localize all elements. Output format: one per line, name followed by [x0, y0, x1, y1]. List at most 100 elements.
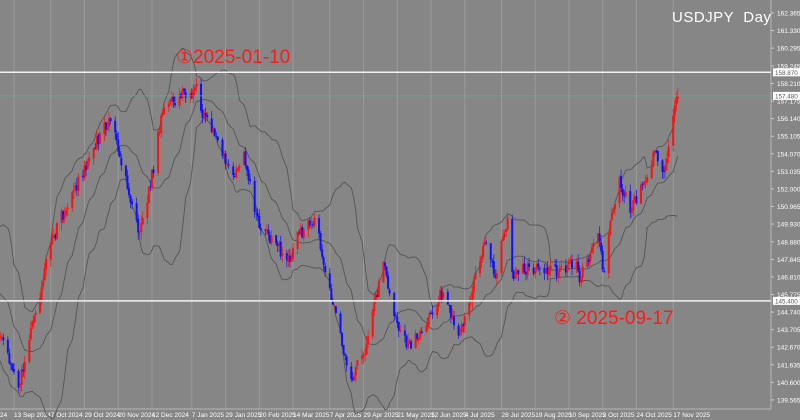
candle-body: [609, 221, 612, 235]
candle-body: [210, 118, 213, 133]
candle-down: [75, 177, 78, 197]
candle-body: [200, 84, 203, 111]
candle-up: [20, 365, 23, 392]
candle-up: [169, 98, 172, 106]
candle-body: [388, 289, 391, 294]
price-label-box: [773, 91, 800, 100]
candle-body: [169, 98, 172, 103]
candle-body: [394, 315, 397, 317]
candle-up: [607, 231, 610, 279]
candle-body: [672, 115, 675, 146]
candle-down: [623, 189, 626, 203]
candle-body: [292, 248, 295, 259]
candle-up: [436, 305, 439, 319]
candle-up: [86, 158, 89, 170]
candle-body: [353, 376, 356, 381]
candle-body: [414, 333, 417, 349]
candle-body: [23, 361, 26, 373]
candle-body: [517, 270, 520, 275]
candle-body: [393, 292, 396, 317]
candle-body: [173, 103, 176, 106]
candle-up: [28, 334, 31, 364]
candle-body: [656, 151, 659, 162]
candle-body: [281, 253, 284, 257]
candle-down: [2, 333, 5, 346]
candle-up: [439, 286, 442, 303]
y-tick-label: 143.705: [777, 327, 800, 334]
candle-body: [2, 337, 5, 341]
candle-body: [356, 360, 359, 366]
candle-body: [548, 270, 551, 275]
candle-up: [178, 87, 181, 109]
candle-body: [321, 249, 324, 257]
candle-down: [449, 304, 452, 324]
candle-up: [569, 255, 572, 266]
candle-body: [440, 290, 443, 300]
candle-body: [192, 89, 195, 98]
candle-body: [0, 336, 3, 338]
price-label: 157.480: [775, 93, 798, 100]
candle-body: [428, 312, 431, 318]
candle-up: [170, 91, 173, 107]
y-tick-label: 154.070: [777, 151, 800, 158]
candle-body: [597, 233, 600, 244]
candle-down: [376, 290, 379, 298]
y-tick-label: 153.035: [777, 169, 800, 176]
candle-body: [29, 327, 32, 340]
chart-title: USDJPY Day: [672, 9, 772, 26]
candle-body: [603, 270, 606, 273]
candle-body: [127, 188, 130, 196]
candle-down: [201, 103, 204, 124]
candle-up: [664, 158, 667, 178]
candle-body: [557, 272, 560, 278]
candle-down: [491, 258, 494, 268]
candle-body: [43, 268, 46, 281]
candle-body: [543, 268, 546, 274]
candle-body: [666, 158, 669, 164]
candle-body: [575, 261, 578, 268]
candle-body: [364, 353, 367, 355]
candle-up: [612, 208, 615, 215]
candle-down: [149, 180, 152, 192]
candle-body: [275, 235, 278, 244]
candle-up: [419, 328, 422, 341]
candle-down: [216, 136, 219, 143]
candle-body: [577, 261, 580, 272]
y-tick-label: 159.245: [777, 63, 800, 70]
y-tick-label: 155.105: [777, 134, 800, 141]
candle-body: [457, 325, 460, 336]
candle-up: [426, 317, 429, 331]
candle-body: [601, 250, 604, 270]
candle-down: [94, 142, 97, 150]
candle-body: [420, 331, 423, 334]
candle-up: [382, 261, 385, 283]
candle-up: [150, 168, 153, 191]
candle-up: [141, 211, 144, 225]
candle-body: [152, 169, 155, 174]
candle-body: [462, 324, 465, 326]
candle-body: [644, 180, 647, 184]
candle-body: [610, 212, 613, 221]
candle-body: [65, 210, 68, 215]
candle-down: [276, 240, 279, 252]
candle-body: [460, 324, 463, 333]
candle-down: [249, 173, 252, 185]
candle-body: [203, 112, 206, 118]
candle-body: [72, 190, 75, 192]
candle-down: [448, 304, 451, 313]
candle-body: [673, 105, 676, 116]
candle-body: [655, 150, 658, 153]
candle-body: [569, 259, 572, 262]
candle-body: [149, 186, 152, 188]
candle-body: [471, 291, 474, 302]
candle-body: [365, 343, 368, 355]
candle-body: [479, 261, 482, 274]
candle-up: [223, 150, 226, 159]
candle-body: [334, 306, 337, 313]
candle-up: [408, 338, 411, 345]
candle-body: [301, 227, 304, 238]
candle-body: [244, 151, 247, 166]
candle-body: [285, 253, 288, 261]
candle-down: [331, 299, 334, 305]
candle-up: [140, 215, 143, 240]
